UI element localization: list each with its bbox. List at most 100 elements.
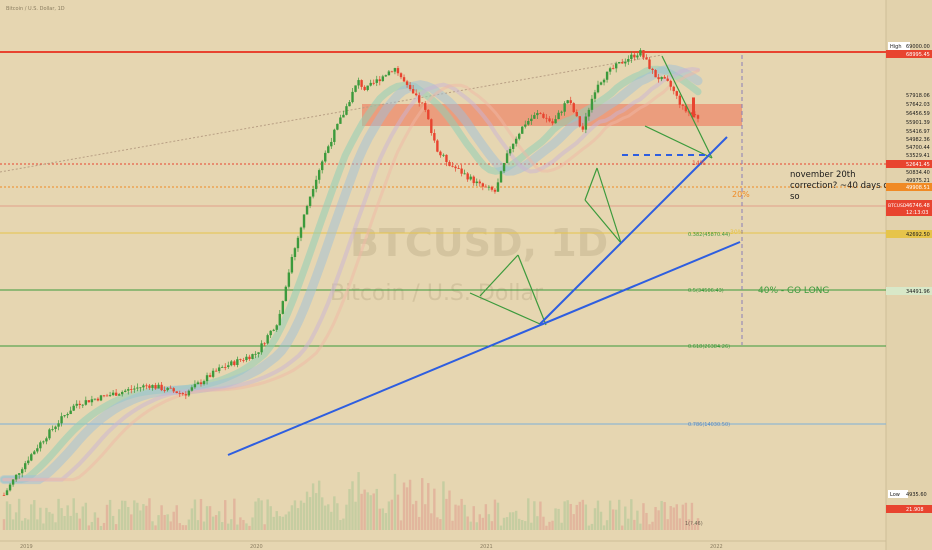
volume-bar	[245, 523, 248, 530]
volume-bar	[293, 500, 297, 530]
candle-body	[287, 272, 291, 287]
candle-body	[233, 361, 236, 366]
volume-bar	[384, 513, 388, 530]
last-candle	[692, 97, 695, 118]
candle-body	[248, 356, 251, 359]
volume-bar	[239, 517, 242, 530]
volume-marker-label: 1(?.46)	[685, 521, 703, 527]
symbol-header: Bitcoin / U.S. Dollar, 1D	[6, 6, 65, 12]
candle-body	[130, 389, 133, 390]
volume-bar	[539, 501, 542, 530]
candle-body	[193, 384, 197, 388]
volume-bar	[363, 489, 366, 530]
volume-bar	[442, 481, 445, 530]
high-badge	[888, 42, 910, 50]
candle-body	[445, 154, 448, 163]
volume-bar	[533, 501, 536, 530]
candle-body	[511, 143, 515, 149]
volume-bar	[366, 492, 369, 530]
candle-body	[293, 248, 297, 258]
candle-body	[696, 115, 700, 119]
candle-body	[114, 392, 118, 396]
steep-trendline[interactable]	[539, 136, 728, 325]
candle-body	[563, 103, 566, 112]
candle-body	[157, 384, 160, 389]
candle-body	[381, 76, 385, 82]
volume-bar	[424, 504, 427, 530]
candle-body	[139, 387, 142, 389]
volume-bar	[411, 504, 415, 530]
support-trendline[interactable]	[227, 241, 741, 456]
wedge-line	[644, 125, 713, 159]
volume-bar	[45, 507, 48, 530]
volume-bar	[575, 504, 578, 530]
candle-body	[593, 92, 597, 99]
volume-bar	[536, 516, 539, 530]
volume-bar	[630, 499, 633, 530]
volume-bar	[299, 500, 303, 530]
candle-body	[472, 176, 475, 184]
volume-bar	[17, 498, 21, 530]
candle-body	[390, 71, 394, 73]
volume-bar	[669, 506, 672, 530]
candle-body	[160, 384, 163, 391]
candle-body	[163, 390, 166, 391]
volume-bar	[157, 515, 160, 530]
volume-bar	[514, 510, 518, 530]
volume-bar	[687, 519, 691, 530]
volume-bar	[330, 511, 333, 530]
candle-body	[117, 394, 121, 396]
candle-body	[521, 126, 524, 134]
candle-body	[557, 112, 560, 120]
volume-bar	[542, 516, 545, 530]
volume-bar	[372, 493, 375, 530]
volume-bar	[642, 503, 645, 530]
volume-bar	[569, 503, 572, 530]
candle-body	[333, 129, 336, 142]
candle-body	[475, 181, 478, 184]
candle-body	[414, 93, 418, 96]
volume-bar	[596, 500, 600, 530]
candle-body	[524, 124, 527, 127]
candle-body	[175, 391, 178, 394]
last-price-badge	[886, 200, 932, 216]
price-axis: High 69000.00 68995.45 57918.06 57642.03…	[886, 42, 932, 513]
candle-body	[675, 91, 678, 96]
volume-bar	[454, 504, 457, 530]
volume-bar	[236, 524, 239, 530]
candle-body	[284, 286, 288, 302]
volume-bar	[93, 512, 97, 530]
volume-bar	[681, 504, 685, 530]
volume-bar	[163, 514, 166, 530]
volume-bar	[333, 496, 336, 530]
candle-body	[366, 85, 369, 90]
volume-bar	[624, 506, 627, 530]
candle-body	[430, 119, 433, 134]
volume-bar	[387, 501, 391, 530]
level-49908-badge	[886, 183, 932, 191]
volume-bar	[248, 525, 251, 530]
watermark-symbol: BTCUSD, 1D	[350, 221, 608, 265]
note-line-1: november 20th	[790, 170, 856, 180]
candle-body	[517, 133, 521, 139]
candle-body	[11, 479, 15, 485]
candle-body	[211, 370, 215, 377]
volume-bar	[193, 499, 197, 530]
wedge-line	[479, 254, 519, 297]
watermark-name: Bitcoin / U.S. Dollar	[330, 281, 544, 306]
candle-body	[599, 82, 603, 85]
volume-bar	[175, 505, 178, 530]
volume-bar	[348, 489, 351, 530]
cluster-level: 57642.03	[906, 102, 930, 108]
volume-bar	[445, 498, 448, 530]
volume-bar	[217, 511, 221, 530]
candle-body	[584, 116, 588, 130]
candle-body	[508, 148, 512, 154]
candle-body	[30, 454, 33, 461]
volume-bar	[475, 522, 478, 530]
volume-bar	[202, 521, 206, 530]
volume-bar	[208, 506, 212, 530]
